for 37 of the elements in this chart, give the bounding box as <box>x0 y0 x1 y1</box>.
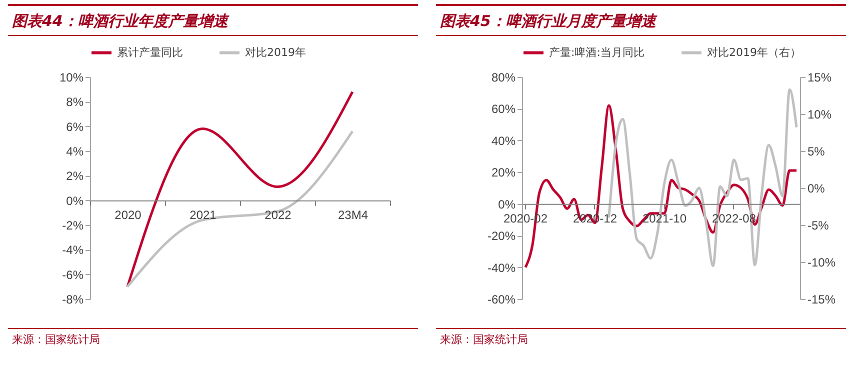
source-note: 来源：国家统计局 <box>436 328 846 347</box>
y2-tick-label: -5% <box>808 218 830 232</box>
y2-tick-label: -10% <box>808 256 836 270</box>
y-tick-label: 8% <box>66 95 84 110</box>
legend-label: 对比2019年（右） <box>707 46 801 59</box>
y-tick-label: 40% <box>491 134 516 148</box>
y-tick-label: -40% <box>487 260 516 275</box>
y-tick-label: 6% <box>66 120 84 134</box>
x-tick-label: 2021 <box>190 208 217 222</box>
y-tick-label: 60% <box>491 102 516 116</box>
y-tick-label: -8% <box>62 292 84 306</box>
y-tick-label: 0% <box>498 197 516 212</box>
y2-tick-label: 15% <box>808 70 832 84</box>
legend-label: 对比2019年 <box>245 46 306 59</box>
y2-tick-label: -15% <box>808 292 836 306</box>
y-tick-label: 20% <box>491 166 516 180</box>
y-tick-label: 80% <box>491 70 516 84</box>
chart-title: 图表44：啤酒行业年度产量增速 <box>8 4 418 36</box>
y-tick-label: -2% <box>62 218 84 232</box>
y-tick-label: -4% <box>62 243 84 258</box>
y-tick-label: 10% <box>59 70 84 84</box>
x-tick-label: 2022 <box>264 208 292 222</box>
x-tick-label: 23M4 <box>338 208 368 222</box>
y2-tick-label: 10% <box>808 108 832 122</box>
legend-label: 累计产量同比 <box>117 46 183 59</box>
legend-label: 产量:啤酒:当月同比 <box>549 46 644 59</box>
source-note: 来源：国家统计局 <box>8 328 418 347</box>
chart-title: 图表45：啤酒行业月度产量增速 <box>436 4 846 36</box>
y-tick-label: 2% <box>66 169 84 184</box>
y-tick-label: 4% <box>66 144 84 158</box>
y2-tick-label: 0% <box>808 182 826 196</box>
y-tick-label: -20% <box>487 229 516 244</box>
y-tick-label: -6% <box>62 268 84 282</box>
y2-tick-label: 5% <box>808 144 826 158</box>
y-tick-label: 0% <box>66 194 84 208</box>
y-tick-label: -60% <box>487 292 516 306</box>
x-tick-label: 2020 <box>114 208 142 222</box>
